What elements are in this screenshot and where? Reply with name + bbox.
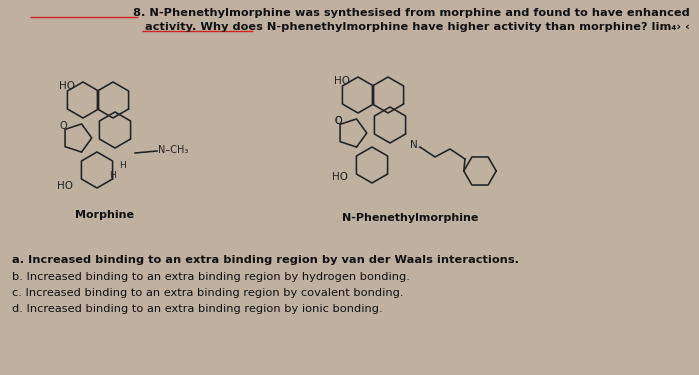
Text: activity. Why does N-phenethylmorphine have higher activity than morphine? lim₄›: activity. Why does N-phenethylmorphine h…	[145, 22, 690, 32]
Text: HO: HO	[57, 181, 73, 191]
Text: N-Phenethylmorphine: N-Phenethylmorphine	[342, 213, 478, 223]
Text: HO: HO	[334, 76, 350, 86]
Text: a. Increased binding to an extra binding region by van der Waals interactions.: a. Increased binding to an extra binding…	[12, 255, 519, 265]
Text: b. Increased binding to an extra binding region by hydrogen bonding.: b. Increased binding to an extra binding…	[12, 272, 410, 282]
Text: Morphine: Morphine	[75, 210, 134, 220]
Text: HO: HO	[59, 81, 75, 91]
Text: O: O	[59, 121, 67, 131]
Text: H: H	[120, 162, 127, 171]
Text: O: O	[334, 116, 342, 126]
Text: H: H	[110, 171, 116, 180]
Text: c. Increased binding to an extra binding region by covalent bonding.: c. Increased binding to an extra binding…	[12, 288, 403, 298]
Text: N–CH₃: N–CH₃	[158, 145, 188, 155]
Text: N.: N.	[410, 140, 421, 150]
Text: 8. N-Phenethylmorphine was synthesised from morphine and found to have enhanced: 8. N-Phenethylmorphine was synthesised f…	[134, 8, 690, 18]
Text: d. Increased binding to an extra binding region by ionic bonding.: d. Increased binding to an extra binding…	[12, 304, 382, 314]
Text: HO: HO	[332, 172, 348, 182]
Text: O: O	[334, 116, 342, 126]
